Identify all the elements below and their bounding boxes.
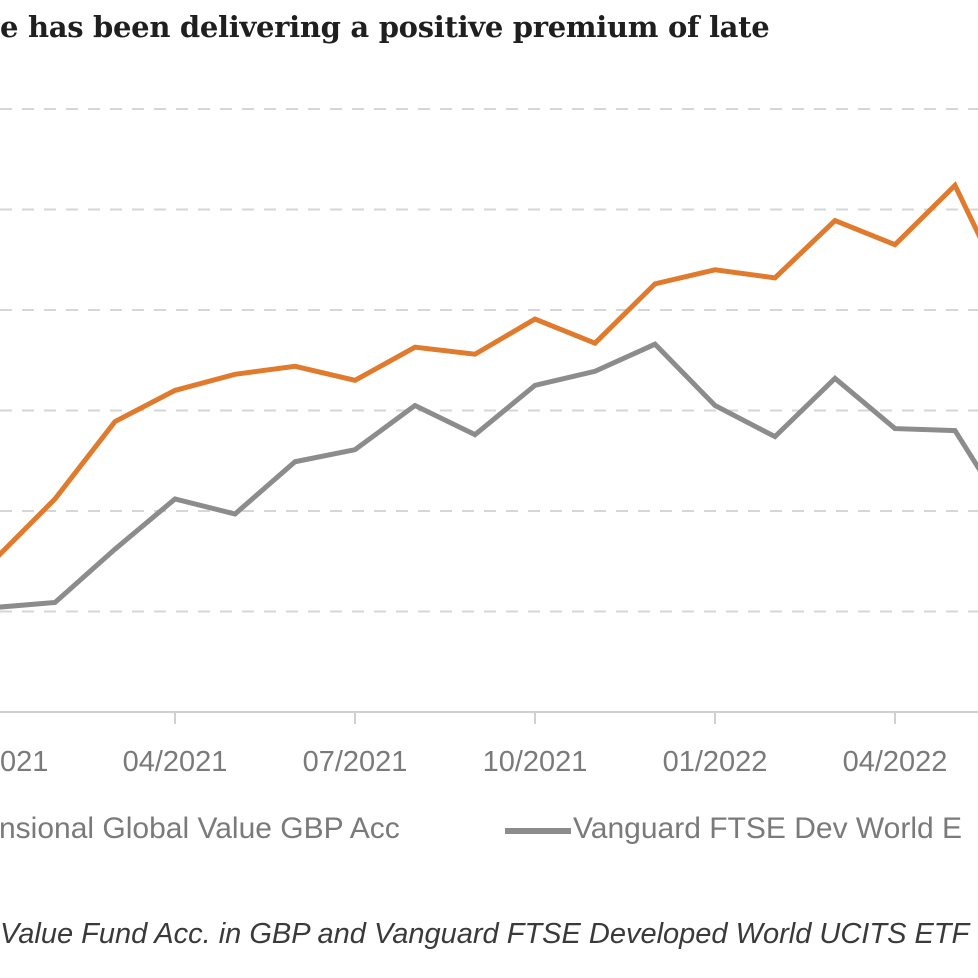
legend-swatch-series-2: [505, 828, 571, 834]
x-tick-label: 01/2022: [663, 746, 768, 778]
x-tick-label: 021: [0, 746, 48, 778]
x-tick-label: 07/2021: [303, 746, 408, 778]
chart-caption: Value Fund Acc. in GBP and Vanguard FTSE…: [0, 918, 978, 950]
x-axis-ticks: 021 04/2021 07/2021 10/2021 01/2022 04/2022: [0, 712, 947, 778]
legend-label-series-2: Vanguard FTSE Dev World E: [573, 812, 963, 845]
series-line-1: [0, 181, 978, 558]
x-tick-label: 04/2022: [843, 746, 948, 778]
chart-title: e has been delivering a positive premium…: [0, 10, 770, 44]
series-lines: [0, 181, 978, 610]
gridlines: [0, 108, 978, 613]
x-tick-label: 04/2021: [123, 746, 228, 778]
x-tick-label: 10/2021: [483, 746, 588, 778]
series-line-2: [0, 341, 978, 610]
legend-label-series-1: nsional Global Value GBP Acc: [0, 812, 400, 845]
